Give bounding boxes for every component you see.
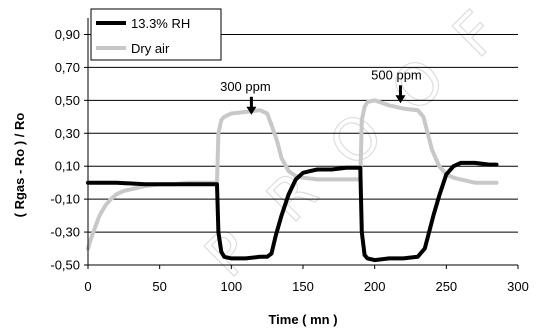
annotation-arrow-head	[246, 106, 257, 115]
legend-box	[90, 8, 222, 61]
annotation-label: 500 ppm	[371, 67, 422, 82]
y-axis-title: ( Rgas - Ro ) / Ro	[12, 113, 27, 218]
series-layer	[86, 98, 499, 263]
x-tick-label: 250	[435, 279, 457, 294]
x-tick-label: 100	[220, 279, 242, 294]
y-tick-label: 0,70	[55, 60, 80, 75]
series-line-rh	[86, 160, 499, 263]
y-tick-label: 0,50	[55, 93, 80, 108]
x-tick-label: 150	[292, 279, 314, 294]
annotations: 300 ppm 500 ppm	[220, 67, 422, 115]
x-tick-label: 0	[84, 279, 91, 294]
annotation-label: 300 ppm	[220, 79, 271, 94]
legend: 13.3% RH Dry air	[90, 8, 222, 61]
x-tick-label: 50	[152, 279, 166, 294]
x-axis-title: Time ( mn )	[268, 312, 337, 327]
legend-label-dry-air: Dry air	[131, 41, 170, 56]
legend-label-rh: 13.3% RH	[131, 16, 190, 31]
tick-labels: -0,50 -0,30 -0,10 0,10 0,30 0,50 0,70 0,90 0 50 10…	[50, 27, 528, 294]
y-tick-label: -0,10	[50, 192, 80, 207]
y-tick-label: -0,30	[50, 225, 80, 240]
y-tick-label: 0,30	[55, 126, 80, 141]
series-line-dry-air	[86, 98, 499, 251]
x-tick-label: 300	[507, 279, 529, 294]
x-tick-label: 200	[364, 279, 386, 294]
y-tick-label: 0,10	[55, 159, 80, 174]
y-tick-label: -0,50	[50, 258, 80, 273]
y-tick-label: 0,90	[55, 27, 80, 42]
annotation-arrow-head	[395, 95, 406, 104]
